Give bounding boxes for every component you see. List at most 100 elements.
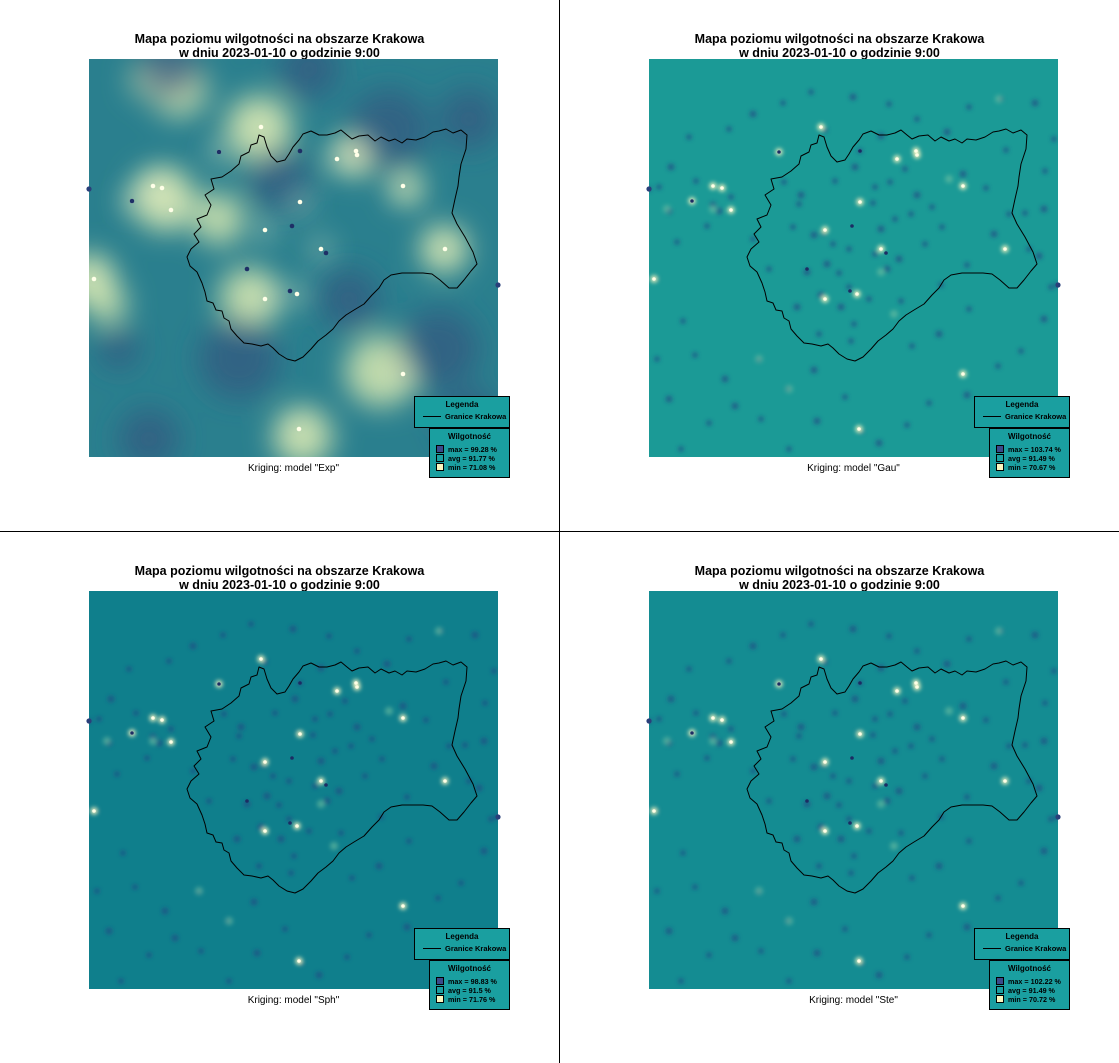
station-point	[909, 343, 915, 349]
station-point	[144, 755, 150, 761]
max-value: max = 102.22 %	[1008, 977, 1061, 986]
station-point	[1051, 136, 1057, 142]
humidity-map-exp	[86, 59, 501, 457]
station-point	[877, 800, 885, 808]
station-point	[922, 773, 928, 779]
station-point	[315, 971, 323, 979]
station-point	[816, 863, 822, 869]
station-point	[780, 100, 786, 106]
station-point	[272, 710, 278, 716]
station-point	[943, 660, 951, 668]
model-caption: Kriging: model "Exp"	[247, 463, 340, 474]
station-point	[895, 689, 899, 693]
station-point	[149, 737, 157, 745]
station-point	[728, 726, 734, 732]
station-point	[898, 298, 904, 304]
station-point	[678, 446, 684, 452]
station-point	[837, 835, 845, 843]
station-point	[399, 702, 407, 710]
station-point	[161, 907, 169, 915]
station-point	[777, 150, 781, 154]
station-point	[904, 954, 910, 960]
station-point	[823, 260, 831, 268]
station-point	[654, 888, 660, 894]
station-point	[879, 779, 883, 783]
station-point	[289, 625, 297, 633]
low-humidity-area	[219, 267, 279, 327]
legend-box: Legenda Granice Krakowa	[414, 928, 510, 960]
station-point	[758, 948, 764, 954]
station-point	[253, 949, 261, 957]
station-point	[810, 763, 818, 771]
station-point	[935, 862, 943, 870]
station-point	[766, 798, 772, 804]
station-point	[731, 402, 739, 410]
station-point	[858, 681, 862, 685]
map-background	[649, 591, 1058, 989]
station-point	[326, 633, 332, 639]
boundary-line-icon	[423, 416, 441, 417]
station-point	[693, 710, 699, 716]
min-swatch-icon	[996, 995, 1004, 1003]
station-point	[690, 731, 694, 735]
station-point	[195, 887, 203, 895]
station-point	[652, 277, 656, 281]
avg-swatch-icon	[436, 986, 444, 994]
humidity-legend-title: Wilgotność	[1007, 432, 1052, 441]
station-point	[875, 439, 883, 447]
station-point	[310, 732, 316, 738]
avg-row: avg = 91.77 %	[436, 454, 495, 463]
station-point	[786, 446, 792, 452]
station-point	[400, 371, 406, 377]
high-humidity-area	[119, 409, 179, 457]
station-point	[348, 743, 354, 749]
station-point	[803, 800, 811, 808]
avg-swatch-icon	[996, 454, 1004, 462]
map-subtitle: w dniu 2023-01-10 o godzinie 9:00	[179, 46, 380, 60]
station-point	[731, 934, 739, 942]
station-point	[233, 835, 241, 843]
station-point	[250, 898, 258, 906]
station-point	[693, 178, 699, 184]
station-point	[171, 934, 179, 942]
station-point	[823, 228, 827, 232]
humidity-legend-title: Wilgotność	[447, 964, 492, 973]
station-point	[704, 223, 710, 229]
station-point	[720, 186, 724, 190]
legend-box: Legenda Granice Krakowa	[414, 396, 510, 428]
station-point	[790, 224, 796, 230]
station-point	[866, 296, 872, 302]
station-point	[306, 828, 312, 834]
station-point	[964, 794, 970, 800]
station-point	[793, 303, 801, 311]
station-point	[354, 648, 360, 654]
station-point	[288, 821, 292, 825]
boundary-line-icon	[983, 948, 1001, 949]
station-point	[797, 723, 805, 731]
min-value: min = 71.76 %	[448, 995, 496, 1004]
station-point	[674, 771, 680, 777]
station-point	[728, 194, 734, 200]
station-point	[96, 716, 102, 722]
min-row: min = 71.08 %	[436, 463, 495, 472]
high-humidity-area	[199, 319, 279, 399]
station-point	[823, 829, 827, 833]
station-point	[909, 875, 915, 881]
station-point	[777, 682, 781, 686]
station-point	[656, 184, 662, 190]
station-point	[366, 932, 372, 938]
station-point	[851, 163, 859, 171]
station-point	[858, 200, 862, 204]
station-point	[721, 375, 729, 383]
station-point	[355, 685, 359, 689]
station-point	[848, 289, 852, 293]
humidity-legend-title: Wilgotność	[447, 432, 492, 441]
station-point	[129, 198, 135, 204]
edge-station-point	[86, 718, 92, 724]
station-point	[729, 740, 733, 744]
station-point	[983, 717, 989, 723]
station-point	[780, 632, 786, 638]
station-point	[983, 185, 989, 191]
map-subtitle: w dniu 2023-01-10 o godzinie 9:00	[179, 578, 380, 592]
krakow-boundary	[746, 660, 1038, 894]
